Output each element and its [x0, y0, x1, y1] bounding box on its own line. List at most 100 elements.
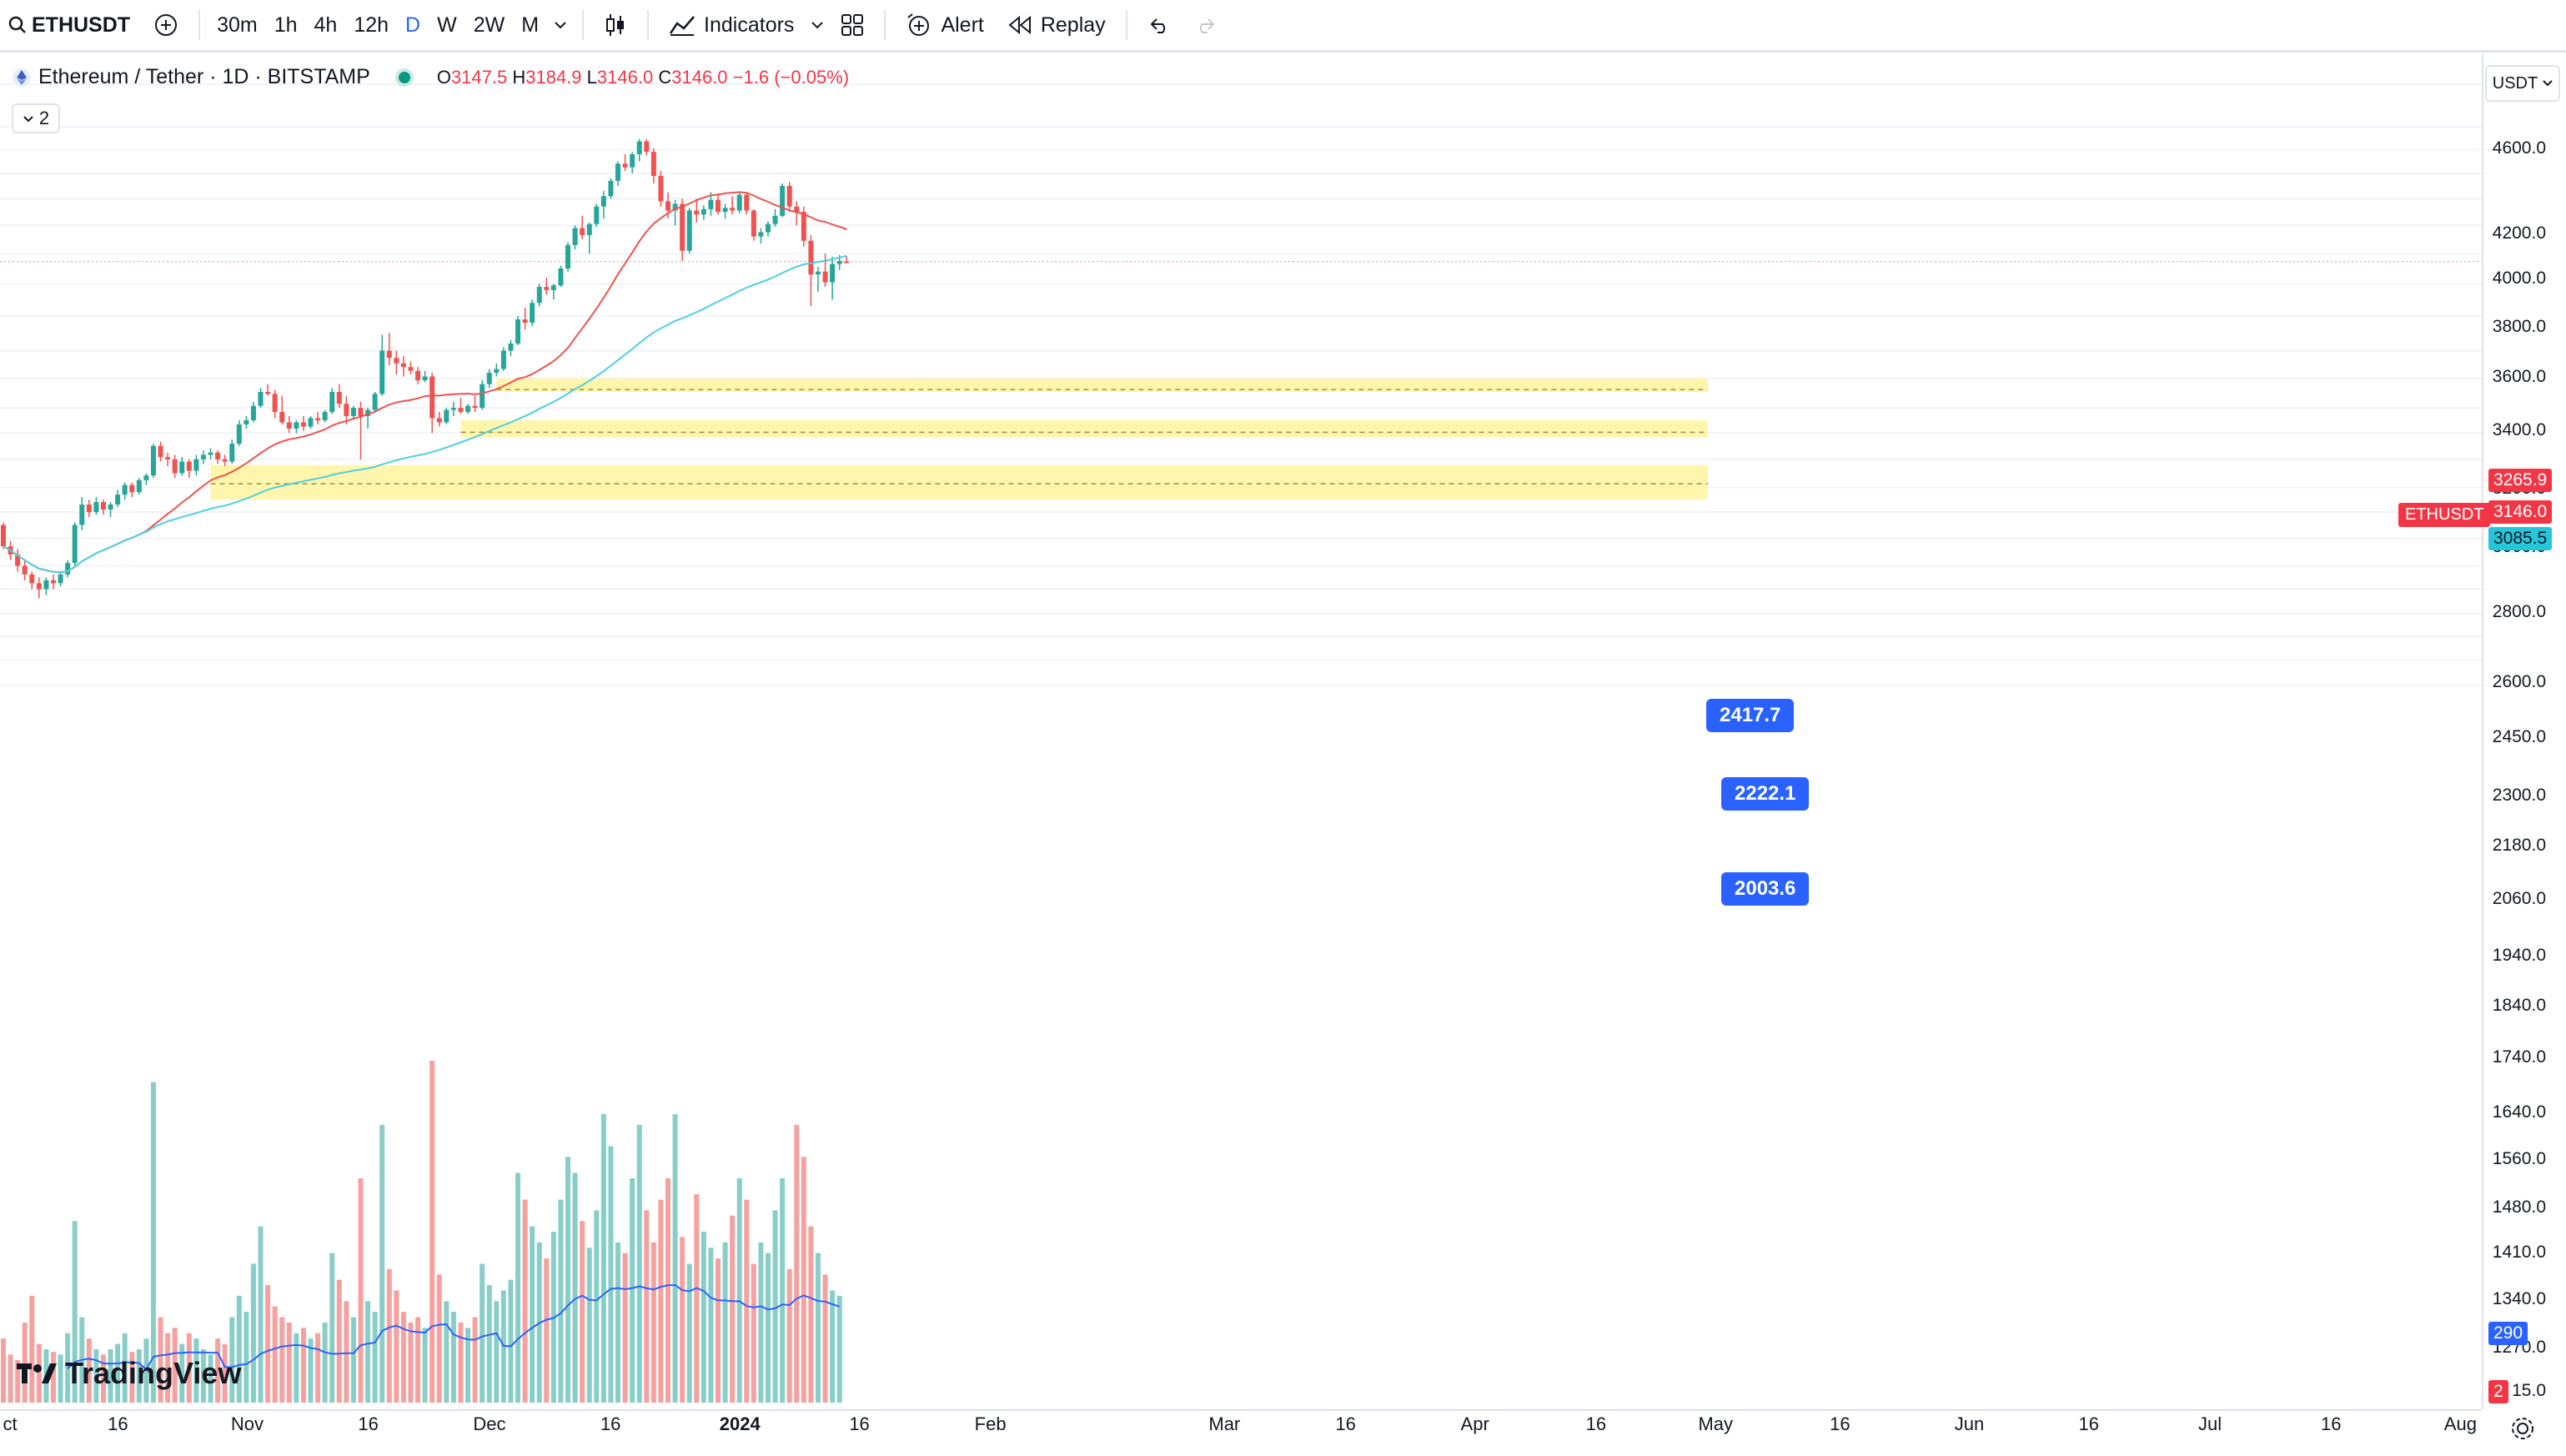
interval-dropdown[interactable]	[547, 0, 574, 50]
candle-body	[550, 285, 556, 290]
indicators-button[interactable]: Indicators	[657, 0, 806, 50]
undo-button[interactable]	[1136, 0, 1183, 50]
interval-30m[interactable]: 30m	[217, 13, 258, 37]
volume-bar	[558, 1199, 564, 1403]
candle-body	[530, 303, 535, 324]
price-callout[interactable]: 2003.6	[1721, 872, 1810, 906]
tradingview-watermark[interactable]: TradingView	[17, 1356, 241, 1391]
candle-body	[150, 445, 156, 476]
volume-bar	[294, 1333, 299, 1403]
compare-add-button[interactable]	[142, 0, 190, 50]
price-axis[interactable]	[2482, 53, 2566, 1409]
divider	[884, 10, 886, 40]
volume-bar	[636, 1124, 642, 1403]
volume-bar	[344, 1301, 349, 1403]
candle-body	[636, 141, 642, 154]
candle-body	[193, 459, 199, 471]
price-callout[interactable]: 2417.7	[1706, 699, 1795, 732]
volume-bar	[644, 1210, 650, 1403]
volume-ma-line	[67, 1284, 841, 1371]
interval-2w[interactable]: 2W	[473, 13, 505, 37]
volume-bar	[772, 1210, 778, 1403]
interval-12h[interactable]: 12h	[354, 13, 389, 37]
candle-body	[722, 208, 728, 213]
symbol-search[interactable]: ETHUSDT	[0, 0, 142, 50]
candle-body	[158, 445, 163, 458]
alert-button[interactable]: Alert	[894, 0, 995, 50]
candle-body	[665, 201, 671, 211]
candle-body	[836, 261, 842, 264]
volume-bar	[208, 1354, 213, 1403]
volume-bar	[722, 1242, 728, 1403]
candle-body	[594, 206, 600, 224]
price-tick-label: 2180.0	[2492, 836, 2546, 855]
interval-d[interactable]: D	[405, 13, 421, 37]
candle-body	[15, 555, 21, 566]
support-zone	[496, 378, 1708, 392]
time-axis[interactable]	[0, 1409, 2482, 1456]
volume-bar	[129, 1352, 135, 1403]
price-tick-label: 1940.0	[2492, 946, 2546, 965]
volume-bar	[236, 1295, 242, 1403]
rewind-icon	[1008, 15, 1031, 35]
volume-bar	[594, 1210, 600, 1403]
candle-body	[43, 580, 49, 590]
interval-1h[interactable]: 1h	[274, 13, 298, 37]
chart-legend: Ethereum / Tether · 1D · BITSTAMP O3147.…	[12, 65, 849, 89]
interval-4h[interactable]: 4h	[314, 13, 338, 37]
candle-body	[815, 271, 821, 275]
volume-bar	[600, 1114, 606, 1403]
currency-select[interactable]: USDT	[2485, 65, 2560, 102]
gear-icon[interactable]	[2510, 1416, 2535, 1441]
volume-bar	[179, 1343, 185, 1403]
divider	[582, 10, 585, 40]
candle-body	[436, 418, 442, 423]
replay-button[interactable]: Replay	[996, 0, 1117, 50]
time-tick-label: 16	[1335, 1413, 1356, 1434]
candle-body	[400, 363, 406, 368]
interval-m[interactable]: M	[521, 13, 540, 37]
volume-bar	[300, 1328, 306, 1403]
symbol-price-tag: ETHUSDT	[2398, 503, 2491, 527]
volume-bar	[36, 1343, 42, 1403]
indicator-count: 2	[38, 108, 50, 128]
candle-body	[586, 223, 592, 235]
currency-label: USDT	[2492, 73, 2538, 93]
candle-body	[72, 525, 78, 564]
volume-bar	[744, 1199, 750, 1403]
candle-body	[358, 408, 364, 416]
volume-bar	[358, 1177, 364, 1403]
time-tick-label: Aug	[2443, 1413, 2477, 1434]
time-tick-label: Apr	[1460, 1413, 1489, 1434]
candle-body	[780, 185, 786, 216]
volume-bar	[308, 1338, 314, 1403]
indicators-label: Indicators	[704, 13, 795, 37]
candle-body	[422, 376, 428, 381]
candle-body	[615, 163, 621, 181]
volume-bar	[565, 1157, 571, 1403]
indicators-collapse-toggle[interactable]: 2	[12, 103, 60, 133]
volume-bar	[608, 1146, 614, 1403]
volume-bar	[200, 1348, 206, 1403]
time-tick-label: 2024	[719, 1413, 761, 1434]
candle-body	[344, 404, 349, 416]
volume-bar	[72, 1221, 78, 1403]
candle-body	[136, 479, 142, 493]
time-tick-label: 16	[600, 1413, 621, 1434]
volume-bar	[8, 1354, 13, 1403]
redo-button[interactable]	[1183, 0, 1229, 50]
ma-fast-tag: 3085.5	[2488, 527, 2553, 550]
price-chart[interactable]	[0, 53, 2482, 1409]
support-zone	[210, 464, 1708, 500]
symbol-title[interactable]: Ethereum / Tether · 1D · BITSTAMP	[38, 65, 370, 88]
candle-body	[580, 228, 585, 235]
indicators-dropdown[interactable]	[806, 0, 829, 50]
time-tick-label: ct	[3, 1413, 18, 1434]
interval-w[interactable]: W	[437, 13, 457, 37]
price-tick-label: 4600.0	[2492, 138, 2546, 158]
layouts-button[interactable]	[829, 0, 876, 50]
market-status-icon[interactable]	[394, 68, 414, 87]
chart-type-button[interactable]	[592, 0, 639, 50]
price-callout[interactable]: 2222.1	[1721, 777, 1810, 811]
volume-bar	[730, 1215, 736, 1403]
